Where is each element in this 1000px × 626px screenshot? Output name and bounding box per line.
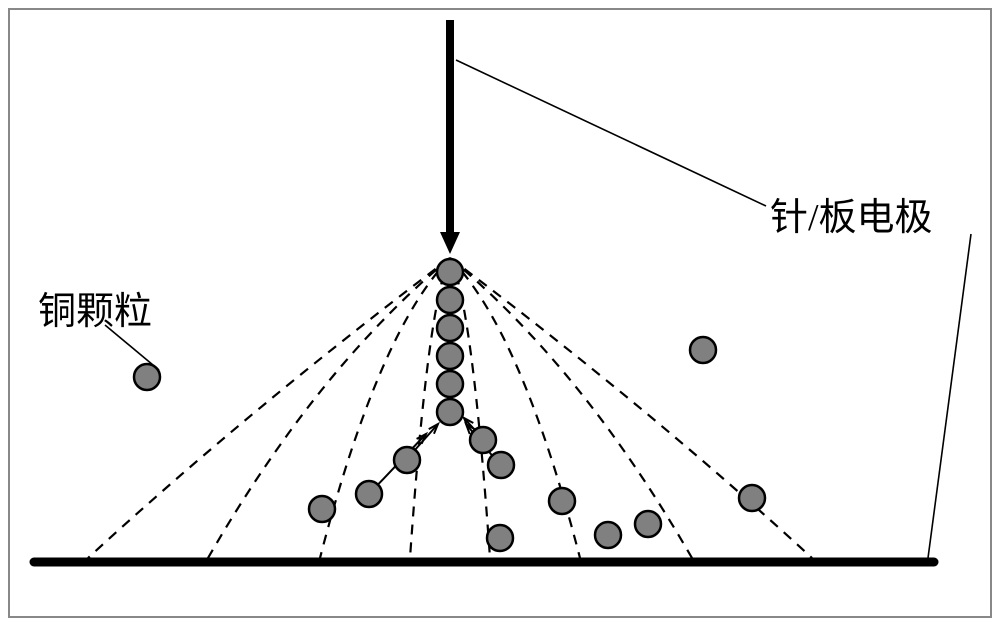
copper-particle [437, 315, 463, 341]
copper-particle [437, 399, 463, 425]
copper-particle [134, 364, 160, 390]
field-line [450, 258, 812, 558]
copper-particle-label: 铜颗粒 [38, 280, 152, 335]
copper-particle [488, 452, 514, 478]
needle-electrode-tip [440, 232, 460, 254]
needle-plate-electrode-label: 针/板电极 [770, 186, 933, 241]
copper-particle [437, 343, 463, 369]
copper-particle [635, 511, 661, 537]
copper-particle [739, 485, 765, 511]
copper-particle [437, 287, 463, 313]
copper-particle [487, 525, 513, 551]
copper-particle [309, 496, 335, 522]
copper-particle [690, 337, 716, 363]
field-line [320, 258, 450, 558]
copper-particle [437, 371, 463, 397]
copper-particle [437, 259, 463, 285]
copper-particle [470, 427, 496, 453]
copper-particle [356, 481, 382, 507]
leader-line-plate [928, 234, 971, 558]
copper-particle [595, 522, 621, 548]
copper-particle [549, 488, 575, 514]
copper-particle [394, 447, 420, 473]
leader-line-needle [456, 60, 766, 206]
